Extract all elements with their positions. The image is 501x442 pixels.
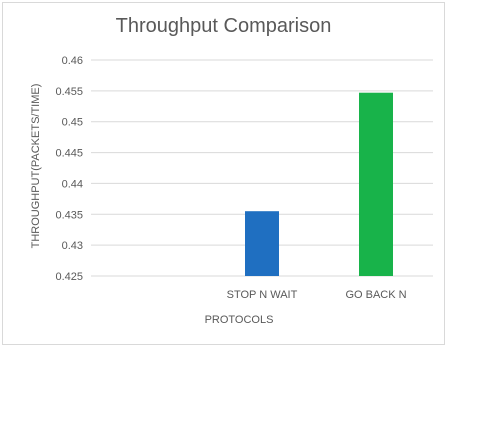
x-axis-title: PROTOCOLS xyxy=(205,314,274,326)
y-tick-labels: 0.425 0.43 0.435 0.44 0.445 0.45 0.455 0.46 xyxy=(55,55,83,283)
y-tick-label: 0.425 xyxy=(55,271,83,283)
x-category-label: STOP N WAIT xyxy=(227,289,298,301)
bars xyxy=(245,92,393,276)
x-category-labels: STOP N WAIT GO BACK N xyxy=(227,289,407,301)
y-tick-label: 0.43 xyxy=(62,240,83,252)
chart-title: Throughput Comparison xyxy=(115,15,332,37)
x-category-label: GO BACK N xyxy=(345,289,406,301)
bar xyxy=(359,92,393,276)
chart-frame: Throughput Comparison 0.425 0.43 0.435 0.44… xyxy=(2,2,445,345)
bar xyxy=(245,211,279,276)
chart-plot: 0.425 0.43 0.435 0.44 0.445 0.45 0.455 0.46 STO… xyxy=(30,55,433,326)
y-tick-label: 0.46 xyxy=(62,55,83,67)
y-tick-label: 0.45 xyxy=(62,117,83,129)
y-tick-label: 0.455 xyxy=(55,86,83,98)
y-tick-label: 0.445 xyxy=(55,148,83,160)
y-tick-label: 0.44 xyxy=(62,178,83,190)
y-axis-title: THROUGHPUT(PACKETS/TIME) xyxy=(30,84,42,249)
y-tick-label: 0.435 xyxy=(55,209,83,221)
